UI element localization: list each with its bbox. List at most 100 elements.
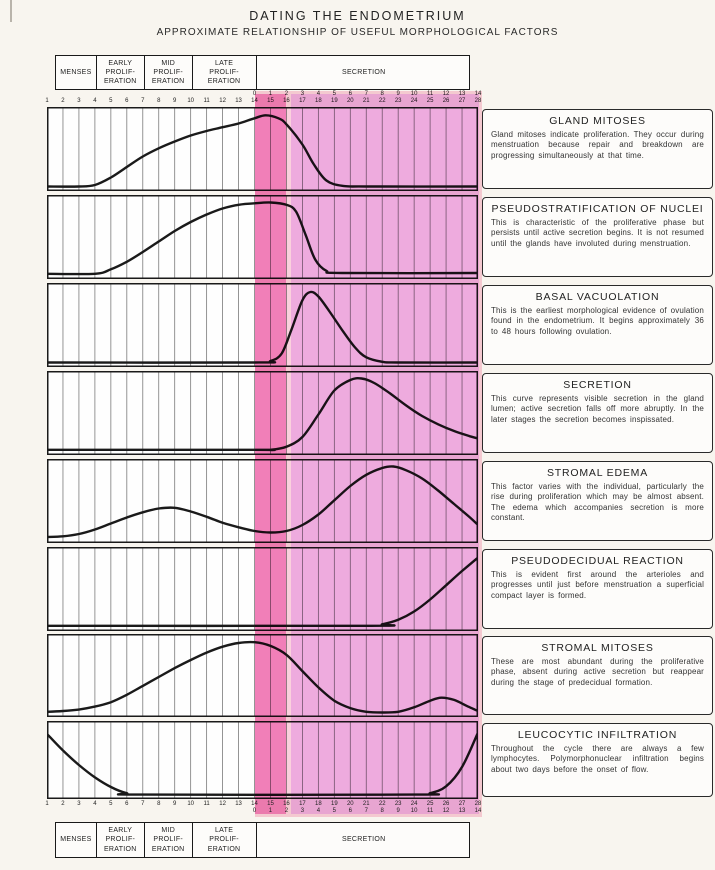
panel-pseudostratification-of-nuclei: PSEUDOSTRATIFICATION OF NUCLEI This is ch… [482,197,713,277]
phase-label: PROLIF- [209,836,239,844]
cycle-day-label: 11 [203,98,210,104]
cycle-day-label: 16 [283,98,290,104]
panel-basal-vacuolation: BASAL VACUOLATION This is the earliest mo… [482,285,713,365]
cycle-day-label: 12 [219,98,226,104]
cycle-day-label: 7 [141,98,145,104]
cycle-day-label: 4 [93,98,97,104]
phase-label: ERATION [151,845,185,853]
phase-label: LATE [214,827,234,835]
cycle-day-label: 19 [330,98,338,104]
chart-pseudostratification-of-nuclei [47,195,478,279]
phase-label: PROLIF- [153,836,184,844]
cycle-day-label: 21 [362,98,370,104]
postovulatory-day-label: 2 [284,91,289,97]
phase-cell-late-prolif-eration: LATE PROLIF- ERATION [191,56,256,89]
phase-cell-mid-prolif-eration: MID PROLIF- ERATION [143,823,192,857]
panel-title: PSEUDOSTRATIFICATION OF NUCLEI [491,203,704,215]
cycle-day-label: 24 [410,801,418,807]
chart-basal-vacuolation [47,283,478,367]
chart-stromal-mitoses [47,634,478,717]
cycle-day-label: 28 [474,98,482,104]
phase-cell-secretion: SECRETION [255,56,471,89]
cycle-day-label: 23 [394,801,402,807]
phase-label: PROLIF- [105,836,136,844]
cycle-day-label: 12 [219,801,226,807]
postovulatory-day-label: 10 [410,808,418,814]
cycle-day-label: 20 [346,98,354,104]
cycle-day-label: 26 [442,98,450,104]
phase-label: ERATION [207,845,241,853]
postovulatory-day-label: 8 [380,808,384,814]
phase-cell-secretion: SECRETION [255,823,471,857]
cycle-day-label: 27 [458,98,466,104]
postovulatory-day-label: 0 [252,808,257,814]
panel-body: Throughout the cycle there are always a … [491,744,704,774]
cycle-day-label: 22 [378,801,386,807]
postovulatory-day-label: 10 [410,91,418,97]
cycle-day-label: 17 [299,801,306,807]
page-subtitle: APPROXIMATE RELATIONSHIP OF USEFUL MORPH… [156,27,559,38]
chart-secretion [47,371,478,455]
panel-title: PSEUDODECIDUAL REACTION [511,555,684,567]
panel-title: STROMAL EDEMA [546,467,649,479]
panel-gland-mitoses: GLAND MITOSES Gland mitoses indicate prol… [482,109,713,189]
cycle-day-label: 7 [141,801,145,807]
cycle-day-label: 23 [394,98,402,104]
phase-label: MID [161,827,176,835]
cycle-day-label: 19 [330,801,338,807]
phase-cell-menses: MENSES [56,823,96,857]
postovulatory-day-label: 8 [380,91,384,97]
cycle-day-label: 8 [157,801,161,807]
cycle-day-label: 18 [315,801,322,807]
scan-artifact-line [10,0,12,22]
postovulatory-day-label: 12 [442,808,450,814]
postovulatory-day-label: 14 [474,91,482,97]
cycle-day-label: 5 [109,98,113,104]
phase-cell-menses: MENSES [56,56,96,89]
postovulatory-day-label: 4 [316,91,321,97]
panel-body: Gland mitoses indicate proliferation. Th… [491,130,704,160]
cycle-day-label: 6 [125,801,129,807]
cycle-day-label: 10 [187,801,194,807]
panel-secretion: SECRETION This curve represents visible s… [482,373,713,453]
phase-label: EARLY [108,59,133,67]
phase-label: MID [161,59,176,67]
panel-leucocytic-infiltration: LEUCOCYTIC INFILTRATION Throughout the cy… [482,723,713,797]
phase-label: EARLY [108,827,133,835]
panel-body: This curve represents visible secretion … [491,394,704,424]
postovulatory-day-label: 5 [332,808,336,814]
postovulatory-day-label: 13 [458,808,466,814]
postovulatory-day-label: 4 [316,808,321,814]
phase-label: MENSES [60,836,92,844]
cycle-day-label: 14 [251,98,258,104]
cycle-day-label: 15 [267,98,274,104]
postovulatory-day-label: 7 [364,808,368,814]
cycle-day-label: 16 [283,801,290,807]
cycle-day-label: 25 [426,98,434,104]
panel-title: LEUCOCYTIC INFILTRATION [517,729,678,741]
phase-label: PROLIF- [105,68,136,76]
phase-label: PROLIF- [209,68,239,76]
cycle-day-label: 2 [61,98,65,104]
cycle-day-label: 1 [45,98,49,104]
cycle-day-label: 14 [251,801,258,807]
postovulatory-day-label: 13 [458,91,466,97]
cycle-day-label: 8 [157,98,161,104]
panel-body: This is evident first around the arterio… [491,570,704,600]
panel-pseudodecidual-reaction: PSEUDODECIDUAL REACTION This is evident f… [482,549,713,629]
postovulatory-day-label: 5 [332,91,336,97]
panel-title: BASAL VACUOLATION [535,291,660,303]
panel-body: This factor varies with the individual, … [491,482,704,523]
panel-title: GLAND MITOSES [549,115,646,127]
panel-stromal-mitoses: STROMAL MITOSES These are most abundant d… [482,636,713,715]
postovulatory-day-label: 0 [252,91,257,97]
cycle-day-label: 1 [45,801,49,807]
cycle-day-label: 13 [235,801,242,807]
postovulatory-day-label: 12 [442,91,450,97]
cycle-day-label: 20 [346,801,354,807]
phase-label: ERATION [151,78,185,86]
cycle-day-label: 17 [299,98,306,104]
cycle-day-label: 27 [458,801,466,807]
phase-label: MENSES [60,68,92,76]
